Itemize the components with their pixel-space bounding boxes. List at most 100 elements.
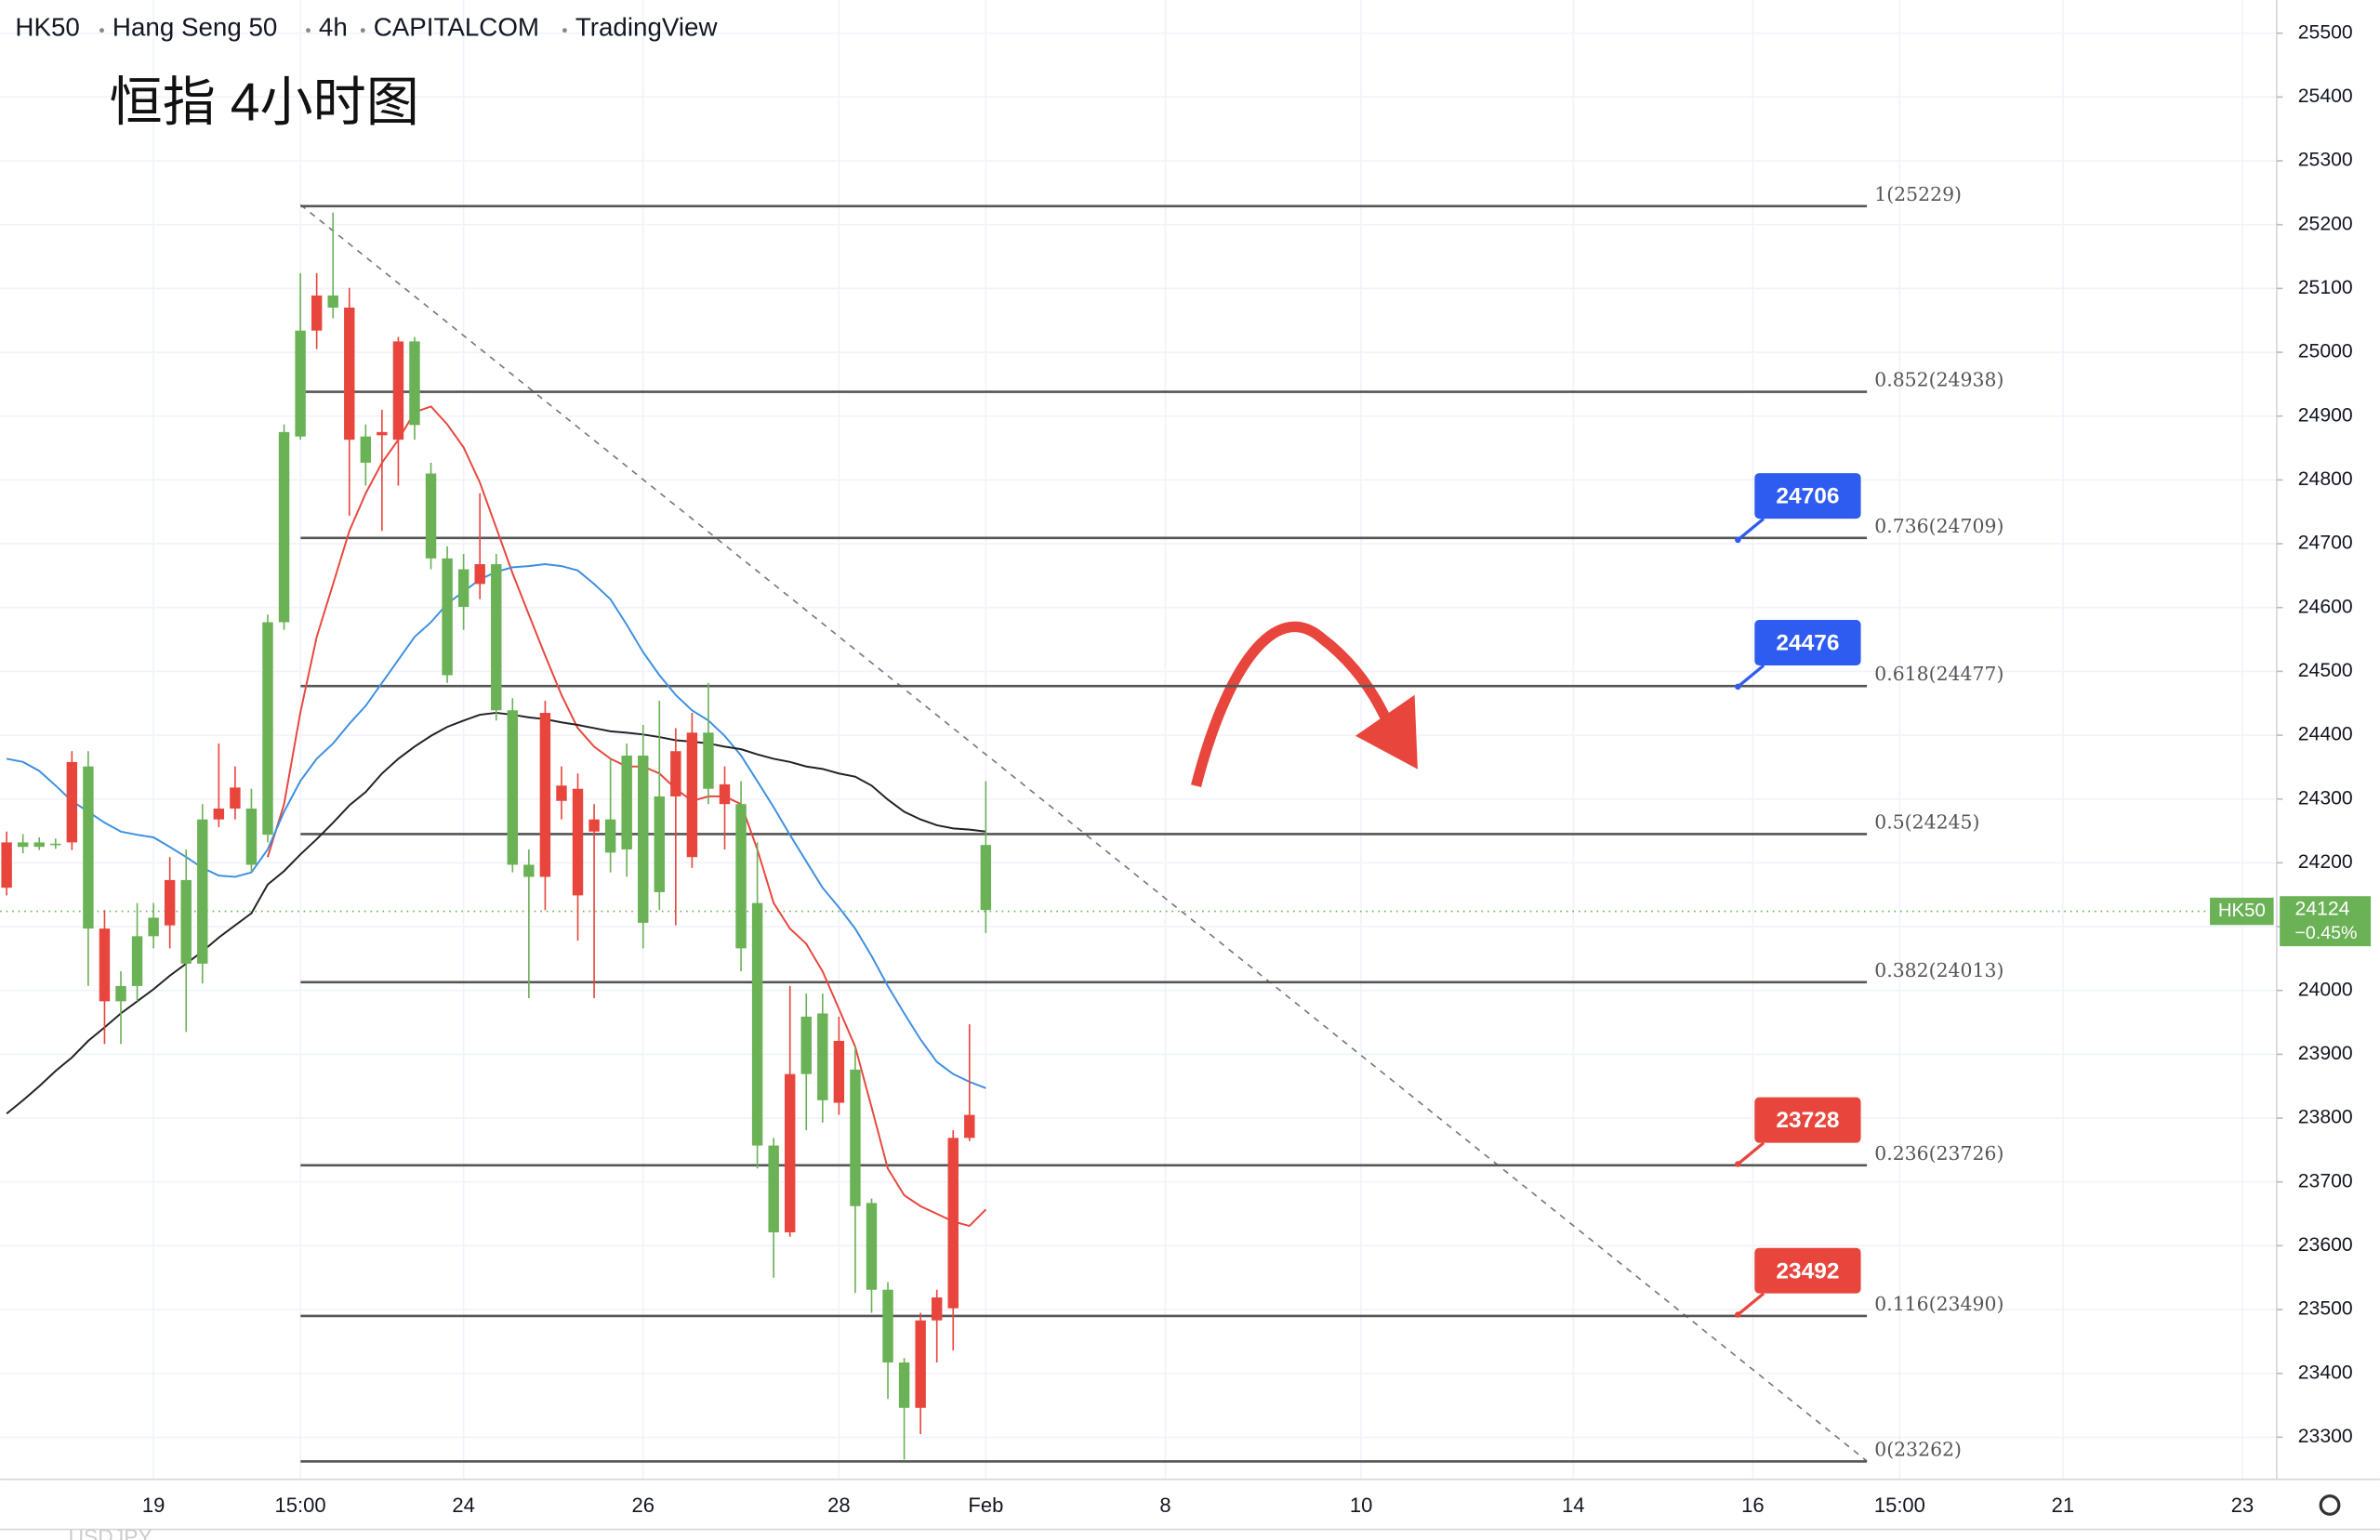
candle-body [915, 1320, 926, 1408]
candle-body [50, 843, 61, 846]
callout-pointer [1737, 1292, 1765, 1316]
candle-body [980, 845, 992, 911]
callout-label: 23492 [1776, 1258, 1839, 1283]
callout-anchor [1735, 683, 1741, 691]
y-tick-label: 25300 [2298, 150, 2353, 171]
x-tick-label: 15:00 [1874, 1494, 1925, 1517]
x-tick-label: 21 [2052, 1494, 2075, 1517]
candle-body [327, 295, 338, 308]
candle-body [360, 436, 372, 463]
candle-body [66, 761, 78, 843]
fib-levels: 1(25229) 0.852(24938) 0.736(24709) 0.618(24… [0, 183, 2277, 1463]
y-tick-label: 25100 [2298, 277, 2353, 298]
y-tick-label: 24200 [2298, 851, 2353, 873]
y-tick-label: 23400 [2298, 1362, 2353, 1383]
x-tick-label: 28 [827, 1494, 851, 1517]
last-price-label: 24124 [2294, 899, 2349, 920]
callout-pointer [1737, 664, 1765, 689]
price-tag-label: HK50 [2218, 901, 2266, 921]
callout-box [1754, 1247, 1861, 1294]
x-tick-label: 15:00 [275, 1494, 326, 1517]
fib-label: 0(23262) [1874, 1439, 1962, 1461]
candle-body [604, 819, 616, 853]
y-tick-label: 23500 [2298, 1298, 2353, 1320]
candle-body [768, 1145, 779, 1232]
x-tick-label: 26 [631, 1494, 654, 1517]
candle-body [197, 819, 208, 964]
separator [360, 28, 365, 33]
y-tick-label: 24800 [2298, 468, 2353, 490]
y-tick-label: 24300 [2298, 787, 2353, 809]
callout-pointer [1737, 1141, 1765, 1165]
x-tick-label: 23 [2231, 1494, 2254, 1517]
fib-label: 0.116(23490) [1874, 1293, 2003, 1315]
candle-body [213, 809, 225, 820]
y-tick-label: 23800 [2298, 1107, 2353, 1128]
y-tick-label: 25000 [2298, 341, 2353, 362]
interval: 4h [319, 12, 348, 41]
symbol: HK50 [15, 12, 79, 41]
settings-icon[interactable] [2319, 1494, 2341, 1516]
callout-box [1754, 620, 1861, 666]
candle-body [278, 431, 290, 623]
y-tick-label: 24400 [2298, 724, 2353, 745]
x-tick-label: 24 [452, 1494, 474, 1517]
candle-body [751, 902, 763, 1146]
candle-body [83, 766, 94, 929]
candle-body [457, 569, 469, 608]
callout-anchor [1735, 536, 1741, 544]
last-change-label: −0.45% [2294, 923, 2357, 943]
candle-body [539, 713, 551, 877]
platform: TradingView [575, 12, 719, 41]
candle-body [311, 295, 323, 331]
y-tick-label: 25200 [2298, 213, 2353, 234]
candle-body [295, 330, 306, 437]
candle-body [377, 431, 388, 436]
exchange: CAPITALCOM [374, 12, 539, 41]
candle-body [262, 622, 273, 836]
candle-body [850, 1069, 861, 1206]
candle-body [442, 558, 453, 676]
x-tick-label: 10 [1350, 1494, 1373, 1517]
callout-box [1754, 1097, 1861, 1143]
fib-label: 0.736(24709) [1874, 515, 2003, 537]
arrow-head [1355, 694, 1418, 770]
lower-pane-label: USDJPY [69, 1524, 152, 1540]
fib-label: 0.5(24245) [1874, 811, 1979, 834]
y-tick-label: 24900 [2298, 404, 2353, 426]
annotation: 恒指 4小时图 [110, 72, 419, 132]
last-price-box [2280, 896, 2372, 947]
candle-body [507, 710, 519, 865]
y-tick-label: 25500 [2298, 21, 2353, 43]
candle-body [392, 341, 404, 441]
x-tick-label: 8 [1159, 1494, 1170, 1517]
candle-body [947, 1138, 959, 1309]
candle-body [409, 341, 420, 426]
candle-body [638, 756, 649, 923]
x-tick-label: 16 [1741, 1494, 1765, 1517]
candle-body [344, 307, 355, 441]
callout-label: 24706 [1776, 484, 1839, 509]
candle-body [572, 788, 584, 896]
candle-body [474, 564, 485, 585]
candle-body [1, 842, 12, 888]
fib-label: 0.618(24477) [1874, 663, 2003, 685]
y-tick-label: 24700 [2298, 533, 2353, 554]
y-tick-label: 24000 [2298, 979, 2353, 1000]
candle-body [245, 809, 258, 865]
grid [0, 0, 2277, 1480]
candle-body [817, 1013, 828, 1100]
candle-body [800, 1016, 812, 1074]
candle-body [99, 928, 111, 1002]
y-tick-label: 24600 [2298, 596, 2353, 617]
candle-body [833, 1040, 845, 1103]
callout-pointer [1737, 517, 1765, 542]
callout-label: 23728 [1776, 1108, 1839, 1133]
y-tick-label: 23300 [2298, 1426, 2353, 1447]
candle-body [785, 1073, 796, 1232]
fib-label: 1(25229) [1874, 183, 1962, 205]
candle-body [131, 936, 143, 986]
candle-body [523, 864, 535, 877]
